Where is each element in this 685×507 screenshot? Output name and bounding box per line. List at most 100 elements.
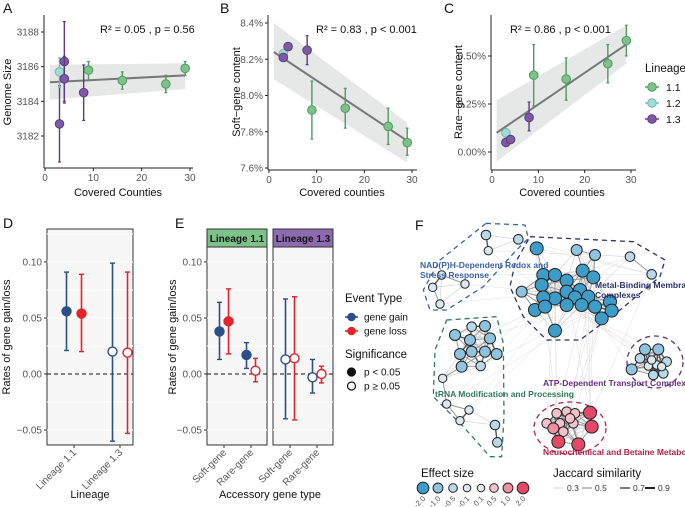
panel-letter: B <box>220 0 229 16</box>
network-node <box>559 298 574 312</box>
network-node <box>460 279 470 289</box>
data-point <box>180 60 190 76</box>
point-marker <box>307 105 317 115</box>
x-axis-title: Covered Counties <box>74 187 163 199</box>
legend-label: 0.5 <box>485 494 499 507</box>
network-edge <box>534 248 537 311</box>
network-edge <box>439 274 442 305</box>
x-tick-label: 10 <box>533 175 545 186</box>
panel-letter: E <box>175 215 184 231</box>
point-marker <box>307 372 318 383</box>
x-tick-label: 30 <box>625 175 637 186</box>
network-node <box>586 270 601 285</box>
y-tick-label: 0.05 <box>183 314 203 325</box>
cluster <box>432 316 505 458</box>
legend-label: 2.0 <box>514 494 528 507</box>
point-marker <box>122 347 133 358</box>
legend-key-circle <box>489 483 499 493</box>
network-node <box>583 405 597 420</box>
facet-strip <box>272 228 334 248</box>
network-node <box>588 299 602 314</box>
x-tick-label: 0 <box>489 175 495 186</box>
network-node <box>515 285 528 298</box>
x-tick-label: 10 <box>88 173 100 184</box>
x-tick-label: 0 <box>266 175 272 186</box>
point-marker <box>340 103 351 113</box>
data-point <box>524 101 534 132</box>
significance-legend: Significance p < 0.05 p ≥ 0.05 <box>345 349 407 393</box>
data-point <box>83 60 94 82</box>
network-node <box>466 321 477 332</box>
legend-key-circle <box>347 312 356 322</box>
plot-background <box>206 228 268 446</box>
network-node <box>624 251 636 262</box>
cluster <box>509 236 666 341</box>
estimate-point <box>307 358 318 394</box>
point-marker <box>241 349 252 361</box>
point-marker <box>250 365 261 376</box>
y-tick-label: 0.10 <box>183 258 203 269</box>
cluster-label: Complexes <box>595 290 641 300</box>
network-node <box>646 269 657 280</box>
panel-a: A 0 10 20 30 3182 3184 3186 3188 R² = 0.05 , p = … <box>2 0 196 199</box>
y-tick-label: −0.05 <box>17 426 43 437</box>
point-marker <box>302 45 312 55</box>
data-point <box>561 57 571 101</box>
network-node <box>646 355 657 365</box>
point-marker <box>54 119 65 129</box>
network-node <box>551 408 562 419</box>
point-marker <box>59 74 70 84</box>
legend-key-circle <box>462 483 472 493</box>
legend-key-circle <box>347 326 356 336</box>
point-marker <box>117 75 128 86</box>
legend-key-circle <box>346 381 357 391</box>
network-node <box>548 268 562 282</box>
data-point <box>340 87 351 129</box>
data-point <box>505 134 516 145</box>
legend-label: -2.0 <box>412 494 428 507</box>
network-edge <box>566 291 591 413</box>
x-tick-label: Lineage 1.3 <box>80 447 125 492</box>
x-axis-title: Covered counties <box>519 187 605 199</box>
y-tick-label: 0.10 <box>23 258 43 269</box>
legend-label: 0.9 <box>658 483 670 493</box>
regression-stats: R² = 0.05 , p = 0.56 <box>100 24 195 36</box>
estimate-point <box>289 296 300 421</box>
network-node <box>437 373 448 384</box>
network-node <box>435 299 445 309</box>
x-tick-label: 20 <box>136 173 148 184</box>
regression-stats: R² = 0.83 , p < 0.001 <box>316 24 417 36</box>
legend-title: Lineage <box>645 63 685 75</box>
cluster-label: Metal-Binding Membrane <box>595 280 685 290</box>
network-node <box>464 405 474 415</box>
cluster <box>625 335 684 389</box>
network-edge <box>588 296 591 413</box>
effect-size-legend: Effect size -2.0 -1.0 -0.5-0.1 0.1 0.5 1.0 2.0 <box>412 468 530 507</box>
legend-label: gene gain <box>364 313 408 324</box>
y-tick-label: 7.8% <box>240 127 263 138</box>
estimate-point <box>223 288 234 355</box>
lineage-legend: Lineage 1.1 1.2 1.3 <box>645 63 685 126</box>
legend-label: -1.0 <box>427 494 443 507</box>
legend-title: Event Type <box>345 293 402 305</box>
network-node <box>441 399 452 409</box>
y-axis-title: Rates of gene gain/loss <box>167 279 179 394</box>
legend-label: 1.1 <box>666 82 681 94</box>
legend-key-circle <box>502 482 514 494</box>
legend-key-circle <box>516 481 530 495</box>
facet-strip-label: Lineage 1.3 <box>276 234 331 245</box>
network-node <box>449 329 461 341</box>
cluster-label: Neurochemical and Betaine Metabolism <box>543 447 685 457</box>
network-node <box>652 343 665 356</box>
network-node <box>589 249 601 261</box>
network-node <box>574 298 589 312</box>
legend-title: Significance <box>345 349 407 361</box>
legend-key-circle <box>647 98 657 108</box>
y-tick-label: 0.00 <box>183 370 203 381</box>
x-axis-title: Accessory gene type <box>219 489 321 501</box>
network-node <box>484 332 496 345</box>
estimate-point <box>214 301 225 361</box>
y-tick-label: 0.50% <box>458 52 486 63</box>
